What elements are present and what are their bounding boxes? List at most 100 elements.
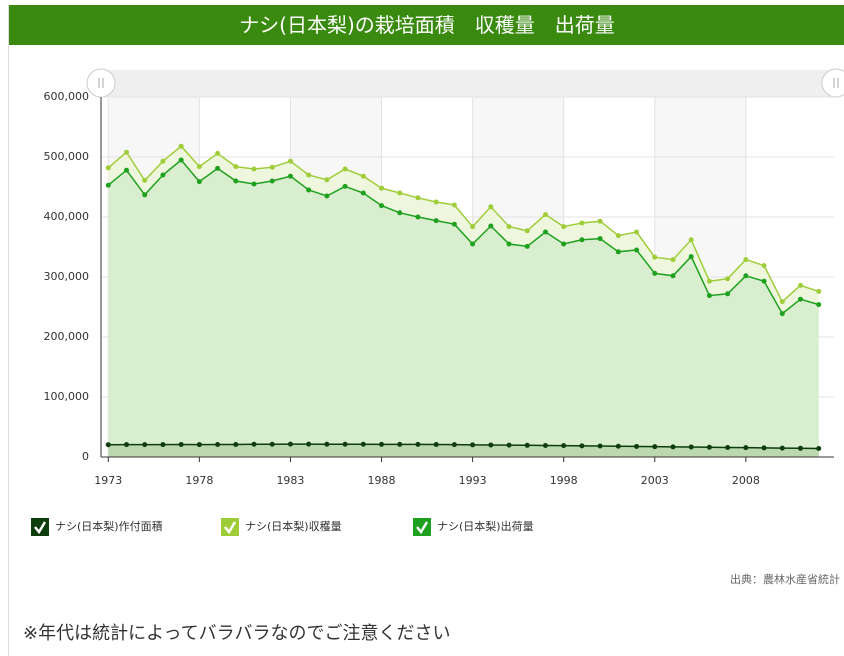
data-point xyxy=(105,165,111,171)
data-point xyxy=(615,249,621,255)
data-point xyxy=(506,442,512,448)
x-tick-label: 1993 xyxy=(459,474,487,487)
legend-checkbox[interactable] xyxy=(221,518,239,536)
data-point xyxy=(797,282,803,288)
data-point xyxy=(342,441,348,447)
x-tick-label: 1988 xyxy=(368,474,396,487)
navigator-handle[interactable] xyxy=(86,68,116,98)
navigator-handle[interactable] xyxy=(821,68,844,98)
data-point xyxy=(761,445,767,451)
data-point xyxy=(451,221,457,227)
data-point xyxy=(524,228,530,234)
data-point xyxy=(397,210,403,216)
data-point xyxy=(233,164,239,170)
data-point xyxy=(579,237,585,243)
y-tick-label: 600,000 xyxy=(44,90,90,103)
data-point xyxy=(688,254,694,260)
data-point xyxy=(779,299,785,305)
data-point xyxy=(670,444,676,450)
legend-label[interactable]: ナシ(日本梨)作付面積 xyxy=(55,519,163,533)
data-point xyxy=(360,441,366,447)
data-point xyxy=(233,178,239,184)
data-point xyxy=(652,254,658,260)
data-point xyxy=(761,278,767,284)
legend-checkbox[interactable] xyxy=(413,518,431,536)
data-point xyxy=(652,270,658,276)
y-tick-label: 400,000 xyxy=(44,210,90,223)
note: ※年代は統計によってバラバラなのでご注意ください xyxy=(23,623,451,644)
data-point xyxy=(433,218,439,224)
data-point xyxy=(506,241,512,247)
data-point xyxy=(397,441,403,447)
y-tick-label: 300,000 xyxy=(44,270,90,283)
data-point xyxy=(706,278,712,284)
data-point xyxy=(124,442,130,448)
data-point xyxy=(342,166,348,172)
data-point xyxy=(415,214,421,220)
data-point xyxy=(215,165,221,171)
data-point xyxy=(287,173,293,179)
x-tick-label: 1978 xyxy=(185,474,213,487)
data-point xyxy=(160,158,166,164)
x-tick-label: 2003 xyxy=(641,474,669,487)
data-point xyxy=(142,177,148,183)
data-point xyxy=(124,149,130,155)
data-point xyxy=(816,288,822,294)
data-point xyxy=(306,441,312,447)
data-point xyxy=(251,166,257,172)
data-point xyxy=(542,229,548,235)
legend-checkbox[interactable] xyxy=(31,518,49,536)
data-point xyxy=(269,178,275,184)
navigator-track xyxy=(101,70,836,97)
data-point xyxy=(652,444,658,450)
data-point xyxy=(196,179,202,185)
data-point xyxy=(287,158,293,164)
data-point xyxy=(816,302,822,308)
data-point xyxy=(725,444,731,450)
data-point xyxy=(215,150,221,156)
data-point xyxy=(342,183,348,189)
data-point xyxy=(634,229,640,235)
legend-check xyxy=(224,521,237,535)
x-tick-label: 1983 xyxy=(276,474,304,487)
data-point xyxy=(615,233,621,239)
data-point xyxy=(269,164,275,170)
data-point xyxy=(306,187,312,193)
chart: 0 100,000 200,000 300,000 400,000 500,000 600,… xyxy=(31,68,844,536)
data-point xyxy=(761,263,767,269)
data-point xyxy=(360,173,366,179)
data-point xyxy=(178,157,184,163)
data-point xyxy=(397,190,403,196)
data-point xyxy=(306,172,312,178)
data-point xyxy=(706,293,712,299)
legend-label[interactable]: ナシ(日本梨)収穫量 xyxy=(245,519,342,533)
data-point xyxy=(743,257,749,263)
data-point xyxy=(797,445,803,451)
legend-check xyxy=(34,521,47,535)
data-point xyxy=(779,311,785,317)
y-tick-label: 100,000 xyxy=(44,390,90,403)
data-point xyxy=(360,190,366,196)
data-point xyxy=(105,182,111,188)
card: ナシ(日本梨)の栽培面積 収穫量 出荷量 0 100,000 200,000 300,… xyxy=(8,5,844,656)
data-point xyxy=(743,445,749,451)
data-point xyxy=(105,442,111,448)
data-point xyxy=(561,241,567,247)
legend-check xyxy=(416,521,429,535)
data-point xyxy=(779,445,785,451)
data-point xyxy=(324,441,330,447)
data-point xyxy=(178,143,184,149)
data-point xyxy=(233,441,239,447)
data-point xyxy=(379,185,385,191)
data-point xyxy=(433,199,439,205)
data-point xyxy=(524,243,530,249)
data-point xyxy=(215,442,221,448)
data-point xyxy=(415,195,421,201)
data-point xyxy=(542,212,548,218)
data-point xyxy=(124,167,130,173)
legend-label[interactable]: ナシ(日本梨)出荷量 xyxy=(437,519,534,533)
data-point xyxy=(634,247,640,253)
y-tick-label: 500,000 xyxy=(44,150,90,163)
data-point xyxy=(470,224,476,230)
